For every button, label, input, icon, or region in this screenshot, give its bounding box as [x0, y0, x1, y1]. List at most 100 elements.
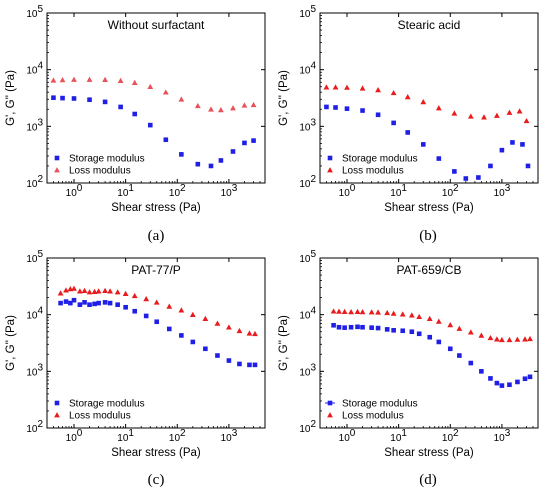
data-point: [499, 147, 505, 153]
panel-caption: (d): [419, 472, 437, 488]
series-triangle: [57, 285, 258, 337]
data-point: [76, 288, 83, 294]
legend-label: Storage modulus: [342, 399, 418, 410]
data-point: [527, 374, 533, 380]
data-point: [114, 289, 121, 295]
data-point: [435, 318, 442, 324]
y-tick-label: 102: [26, 174, 43, 190]
data-point: [214, 320, 221, 326]
y-tick-label: 102: [299, 174, 316, 190]
y-tick-label: 102: [299, 419, 316, 435]
x-axis-label: Shear stress (Pa): [111, 447, 201, 459]
legend-label: Loss modulus: [342, 411, 404, 422]
legend-marker-triangle: [327, 167, 333, 173]
data-point: [115, 302, 120, 307]
data-point: [375, 309, 381, 315]
data-point: [391, 327, 396, 333]
series-square: [51, 95, 256, 169]
data-point: [247, 362, 252, 368]
x-tick-label: 101: [117, 183, 134, 199]
legend-marker-square: [327, 155, 333, 161]
data-point: [102, 99, 108, 105]
chart-title: Stearic acid: [398, 18, 461, 32]
data-point: [375, 86, 381, 93]
data-point: [487, 334, 494, 341]
data-point: [166, 326, 172, 332]
chart-panel-c: 100 101 102 103 102 103 104 105 PAT-77/P Shear st…: [5, 249, 266, 488]
x-tick-label: 103: [494, 183, 511, 199]
data-point: [456, 325, 463, 331]
data-point: [390, 89, 397, 96]
plot-frame: [319, 12, 539, 184]
data-point: [95, 288, 102, 294]
data-point: [226, 358, 232, 363]
x-tick-label: 100: [66, 183, 83, 199]
data-point: [51, 95, 56, 101]
legend-marker-triangle: [54, 167, 60, 173]
data-point: [117, 77, 124, 83]
data-point: [516, 108, 523, 114]
data-point: [251, 138, 256, 143]
data-point: [242, 140, 247, 146]
data-point: [488, 163, 493, 169]
data-point: [344, 106, 350, 111]
data-point: [467, 329, 474, 335]
data-point: [416, 313, 423, 320]
data-point: [355, 324, 360, 330]
data-point: [215, 353, 220, 358]
data-point: [179, 333, 184, 338]
data-point: [226, 324, 232, 330]
legend-marker-triangle: [327, 412, 333, 418]
data-point: [375, 325, 381, 331]
data-point: [86, 289, 93, 295]
data-point: [87, 302, 92, 307]
legend-marker-triangle: [54, 412, 60, 418]
data-point: [514, 336, 521, 342]
data-point: [348, 308, 354, 315]
data-point: [63, 287, 69, 293]
data-point: [447, 321, 454, 328]
data-point: [190, 339, 196, 345]
data-point: [122, 290, 129, 296]
data-point: [400, 328, 406, 334]
data-point: [323, 84, 330, 90]
data-point: [132, 111, 138, 117]
data-point: [426, 315, 433, 321]
data-point: [384, 327, 390, 332]
legend-label: Loss modulus: [342, 166, 404, 177]
data-point: [71, 76, 77, 82]
data-point: [60, 95, 65, 101]
x-tick-label: 100: [339, 183, 356, 199]
data-point: [452, 169, 457, 174]
chart-panel-a: 100 101 102 103 102 103 104 105 Without surfacta…: [5, 4, 266, 244]
series-square: [331, 322, 533, 388]
data-point: [208, 163, 214, 169]
data-point: [405, 130, 411, 135]
data-point: [336, 324, 342, 330]
y-tick-label: 102: [26, 419, 43, 435]
data-point: [147, 83, 154, 90]
plot-frame: [46, 12, 266, 184]
data-point: [246, 330, 253, 336]
data-point: [87, 97, 92, 103]
data-point: [178, 307, 185, 313]
data-point: [71, 96, 77, 101]
data-point: [333, 105, 338, 110]
data-point: [476, 175, 481, 180]
plot-frame: [319, 257, 539, 429]
x-tick-label: 102: [169, 428, 186, 444]
x-tick-label: 102: [169, 183, 186, 199]
y-tick-label: 103: [26, 117, 43, 133]
data-point: [218, 106, 224, 113]
data-point: [436, 339, 442, 345]
x-tick-label: 102: [442, 183, 459, 199]
data-point: [479, 369, 484, 374]
legend-marker-square: [54, 400, 60, 406]
panel-caption: (a): [148, 228, 165, 244]
data-point: [68, 300, 73, 306]
data-point: [436, 156, 442, 161]
panel-caption-letter: b: [424, 228, 432, 244]
x-tick-label: 103: [494, 428, 511, 444]
x-tick-label: 101: [390, 428, 407, 444]
